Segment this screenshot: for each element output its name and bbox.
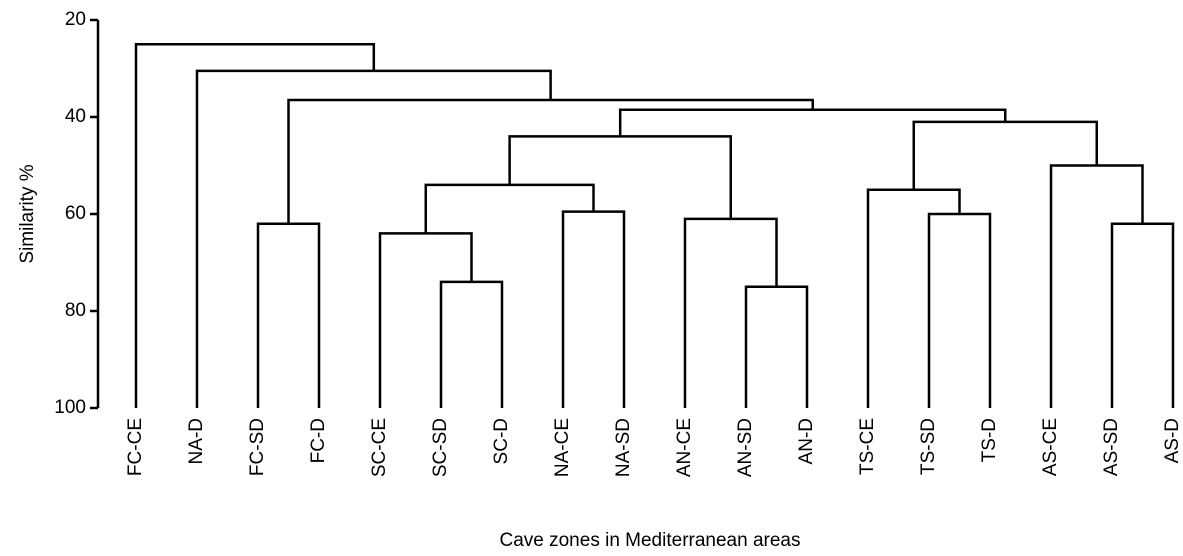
y-tick-label: 40	[65, 106, 86, 127]
leaf-label: AS-CE	[1040, 418, 1061, 476]
cluster-link	[424, 183, 595, 234]
cluster-link	[561, 210, 626, 408]
cluster-link	[912, 120, 1098, 190]
leaf-label: FC-SD	[247, 418, 268, 476]
cluster-link	[287, 98, 814, 224]
cluster-link	[134, 43, 376, 408]
y-tick-label: 100	[54, 397, 86, 418]
y-tick-label: 60	[65, 203, 86, 224]
cluster-link	[927, 212, 992, 408]
cluster-link	[195, 69, 552, 408]
leaf-label: SC-D	[491, 418, 512, 464]
leaf-label: TS-CE	[857, 418, 878, 475]
leaf-label: AS-SD	[1101, 418, 1122, 476]
leaf-label: SC-SD	[430, 418, 451, 477]
y-tick-label: 80	[65, 300, 86, 321]
cluster-link	[1049, 164, 1144, 408]
y-tick-label: 20	[65, 9, 86, 30]
leaf-label: FC-CE	[125, 418, 146, 476]
cluster-link	[683, 217, 778, 408]
leaf-label: TS-D	[979, 418, 1000, 462]
leaf-label: AS-D	[1162, 418, 1183, 463]
leaf-label: AN-SD	[735, 418, 756, 477]
cluster-link	[378, 232, 473, 408]
cluster-link	[439, 280, 504, 408]
y-axis-label: Similarity %	[17, 164, 38, 263]
leaf-label: NA-SD	[613, 418, 634, 477]
cluster-link	[866, 188, 961, 408]
cluster-link	[744, 285, 809, 408]
leaf-label: SC-CE	[369, 418, 390, 477]
leaf-label: AN-D	[796, 418, 817, 464]
leaf-label: FC-D	[308, 418, 329, 463]
cluster-link	[1110, 222, 1175, 408]
leaf-label: NA-D	[186, 418, 207, 464]
leaf-label: AN-CE	[674, 418, 695, 477]
leaf-label: TS-SD	[918, 418, 939, 475]
cluster-link	[256, 222, 321, 408]
x-axis-label: Cave zones in Mediterranean areas	[499, 530, 800, 551]
cluster-link	[508, 135, 732, 219]
leaf-label: NA-CE	[552, 418, 573, 477]
